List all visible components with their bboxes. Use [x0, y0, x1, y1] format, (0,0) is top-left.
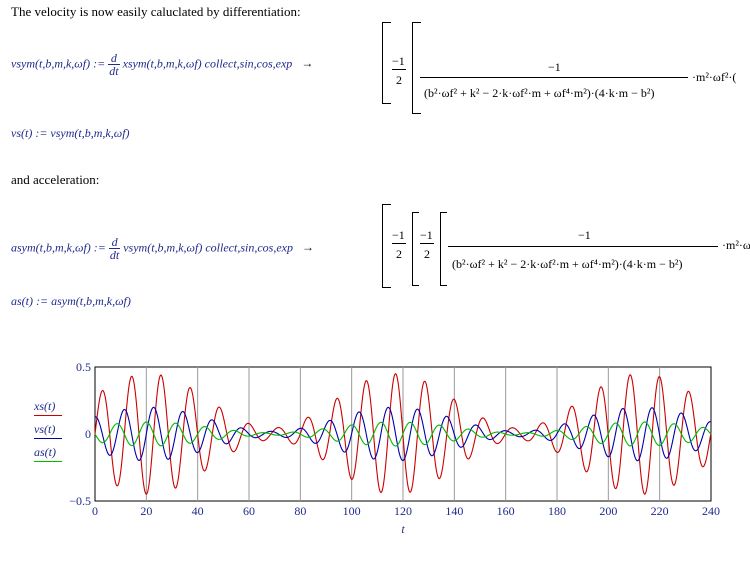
result2-denominator: (b²·ωf² + k² − 2·k·ωf²·m + ωf⁴·m²)·(4·k·… [452, 257, 683, 271]
result2-trail: ·m²·ω [722, 238, 750, 252]
accel-text: and acceleration: [11, 172, 100, 187]
legend-label-xs: xs(t) [34, 399, 56, 413]
derivative-d-2: d [108, 236, 121, 249]
coef-two: 2 [396, 73, 402, 87]
legend-item-as: as(t) [34, 445, 62, 462]
vs-definition[interactable]: vs(t) := vsym(t,b,m,k,ωf) [11, 126, 130, 140]
x-tick-label: 100 [343, 504, 361, 518]
x-tick-label: 20 [140, 504, 152, 518]
legend-item-xs: xs(t) [34, 399, 62, 416]
derivative-dt-2: dt [109, 248, 120, 262]
x-tick-label: 120 [394, 504, 412, 518]
as-definition[interactable]: as(t) := asym(t,b,m,k,ωf) [11, 294, 131, 308]
mid-bracket-2 [412, 212, 419, 286]
x-tick-label: 240 [702, 504, 720, 518]
legend-item-vs: vs(t) [34, 422, 62, 439]
plot-legend: xs(t) vs(t) as(t) [34, 399, 62, 462]
result1-trail: ·m²·ωf²·( [692, 70, 737, 84]
symbolic-arrow-2: → [301, 240, 314, 255]
x-tick-label: 200 [599, 504, 617, 518]
coef-minus1: −1 [392, 54, 405, 68]
series-line-ast [94, 421, 712, 447]
coef-minus1-b: −1 [420, 228, 433, 242]
legend-label-as: as(t) [34, 445, 56, 459]
coef-b-fraction-bar [420, 243, 434, 244]
legend-label-vs: vs(t) [34, 422, 56, 436]
y-tick-label: −0.5 [69, 494, 91, 508]
series-line-vst [94, 406, 712, 462]
asym-rhs: vsym(t,b,m,k,ωf) collect,sin,cos,exp [123, 240, 293, 255]
asym-definition[interactable]: asym(t,b,m,k,ωf) := d dt vsym(t,b,m,k,ωf… [11, 236, 314, 261]
x-tick-label: 0 [92, 504, 98, 518]
coef-two-b: 2 [424, 247, 430, 261]
vsym-definition[interactable]: vsym(t,b,m,k,ωf) := d dt xsym(t,b,m,k,ωf… [11, 52, 313, 77]
inner-bracket-2 [440, 212, 447, 286]
symbolic-arrow: → [301, 56, 314, 71]
x-tick-label: 160 [497, 504, 515, 518]
x-tick-label: 60 [243, 504, 255, 518]
derivative-operator: d dt [108, 52, 120, 78]
inner-bracket-1 [412, 22, 421, 114]
y-tick-label: 0.5 [76, 360, 91, 374]
coef-two-a: 2 [396, 247, 402, 261]
legend-swatch-vs [34, 438, 62, 439]
x-tick-label: 180 [548, 504, 566, 518]
result2-numerator: −1 [578, 228, 591, 242]
intro-text: The velocity is now easily caluclated by… [11, 4, 301, 19]
x-tick-label: 80 [294, 504, 306, 518]
vsym-lhs: vsym(t,b,m,k,ωf) := [11, 56, 106, 71]
outer-bracket-1 [382, 22, 391, 104]
result1-denominator: (b²·ωf² + k² − 2·k·ωf²·m + ωf⁴·m²)·(4·k·… [424, 86, 655, 100]
x-axis-label: t [401, 522, 405, 536]
time-plot[interactable]: xs(t) vs(t) as(t) 0 20 40 60 80 100 120 140 160 1… [0, 355, 750, 555]
result1-fraction-bar [420, 77, 688, 78]
derivative-operator-2: d dt [108, 236, 121, 262]
coef-fraction-bar [392, 69, 406, 70]
legend-swatch-xs [34, 415, 62, 416]
legend-swatch-as [34, 461, 62, 462]
outer-bracket-2 [382, 204, 391, 288]
x-tick-label: 40 [192, 504, 204, 518]
result2-fraction-bar [448, 246, 718, 247]
y-tick-label: 0 [85, 427, 91, 441]
derivative-d: d [108, 52, 120, 65]
x-tick-label: 220 [651, 504, 669, 518]
derivative-dt: dt [109, 64, 119, 78]
vsym-rhs: xsym(t,b,m,k,ωf) collect,sin,cos,exp [122, 56, 293, 71]
chart-canvas: 0 20 40 60 80 100 120 140 160 180 200 220 2400.50−0.… [69, 360, 720, 536]
result1-numerator: −1 [548, 60, 561, 74]
coef-minus1-a: −1 [392, 228, 405, 242]
x-tick-label: 140 [445, 504, 463, 518]
coef-a-fraction-bar [392, 243, 406, 244]
asym-lhs: asym(t,b,m,k,ωf) := [11, 240, 106, 255]
